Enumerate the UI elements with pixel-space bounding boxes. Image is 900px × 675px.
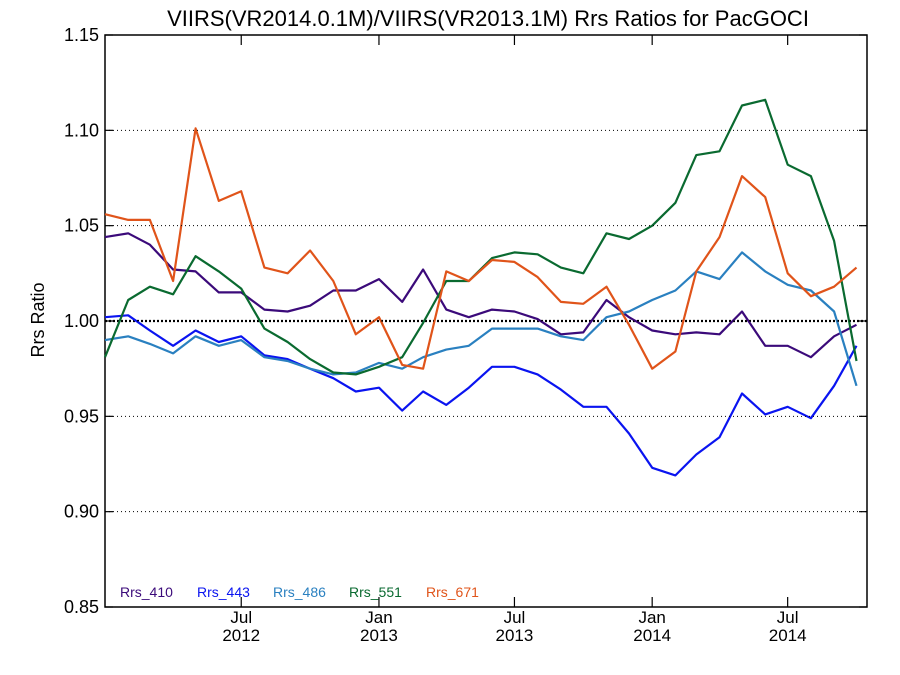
ticks-layer: 0.850.900.951.001.051.101.15Jul2012Jan20… xyxy=(64,25,867,645)
legend-entry-rrs-486: Rrs_486 xyxy=(273,584,326,600)
y-axis-label: Rrs Ratio xyxy=(28,282,48,357)
x-tick-label-month: Jul xyxy=(777,608,799,627)
series-line-rrs-410 xyxy=(104,232,858,359)
y-tick-label: 1.15 xyxy=(64,25,99,45)
legend: Rrs_410 Rrs_443 Rrs_486 Rrs_551 Rrs_671 xyxy=(120,584,479,600)
series-line-rrs-486 xyxy=(104,251,858,387)
x-tick-label-year: 2013 xyxy=(496,626,534,645)
legend-entry-rrs-551: Rrs_551 xyxy=(349,584,402,600)
chart-title: VIIRS(VR2014.0.1M)/VIIRS(VR2013.1M) Rrs … xyxy=(167,6,809,31)
x-tick-label-month: Jul xyxy=(504,608,526,627)
series-layer xyxy=(103,98,858,477)
y-tick-label: 0.90 xyxy=(64,502,99,522)
y-tick-label: 0.95 xyxy=(64,406,99,426)
series-line-rrs-443 xyxy=(104,314,858,477)
legend-entry-rrs-410: Rrs_410 xyxy=(120,584,173,600)
x-tick-label-year: 2014 xyxy=(633,626,671,645)
series-line-rrs-551 xyxy=(103,98,858,376)
x-tick-label-month: Jan xyxy=(365,608,392,627)
x-tick-label-month: Jan xyxy=(638,608,665,627)
x-tick-label-year: 2013 xyxy=(360,626,398,645)
legend-entry-rrs-671: Rrs_671 xyxy=(426,584,479,600)
legend-entry-rrs-443: Rrs_443 xyxy=(197,584,250,600)
y-tick-label: 1.00 xyxy=(64,311,99,331)
series-line-rrs-671 xyxy=(104,127,858,370)
x-tick-label-month: Jul xyxy=(230,608,252,627)
y-tick-label: 0.85 xyxy=(64,597,99,617)
x-tick-label-year: 2012 xyxy=(222,626,260,645)
y-tick-label: 1.10 xyxy=(64,120,99,140)
x-tick-label-year: 2014 xyxy=(769,626,807,645)
y-tick-label: 1.05 xyxy=(64,216,99,236)
